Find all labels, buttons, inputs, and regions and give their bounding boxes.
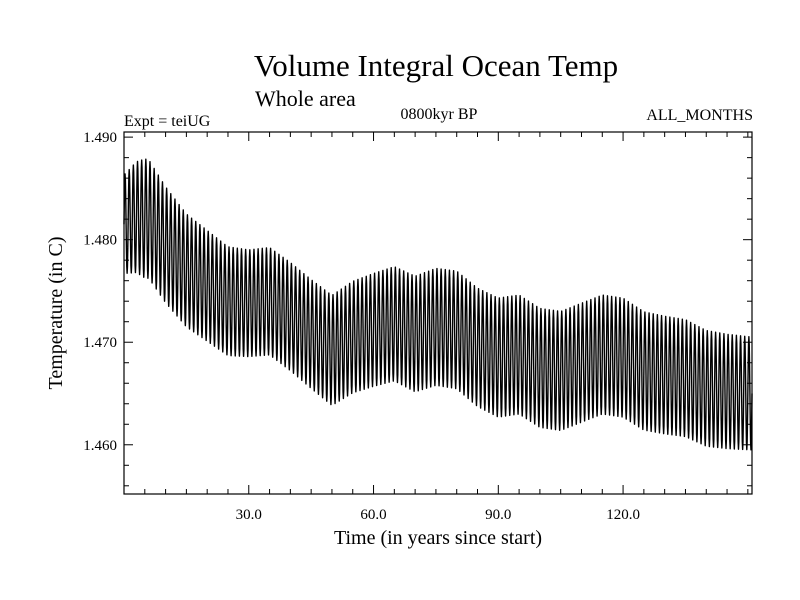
x-axis: 30.0 60.0 90.0 120.0 <box>144 132 749 523</box>
months-label: ALL_MONTHS <box>646 107 753 124</box>
y-tick-label: 1.470 <box>83 335 117 351</box>
plot-frame <box>123 131 753 495</box>
chart-subtitle: Whole area <box>255 86 356 111</box>
plot-area <box>123 131 753 495</box>
y-tick-label: 1.460 <box>83 438 117 454</box>
data-series-line <box>123 158 753 451</box>
x-axis-label: Time (in years since start) <box>334 527 542 549</box>
y-axis-label: Temperature (in C) <box>45 237 67 390</box>
x-tick-label: 90.0 <box>485 507 511 523</box>
experiment-label: Expt = teiUG <box>124 113 211 130</box>
x-tick-label: 120.0 <box>606 507 640 523</box>
y-tick-label: 1.480 <box>83 233 117 249</box>
period-label: 0800kyr BP <box>401 106 478 123</box>
y-axis: 1.460 1.470 1.480 1.490 <box>83 130 752 487</box>
y-tick-label: 1.490 <box>83 130 117 146</box>
x-tick-label: 60.0 <box>360 507 386 523</box>
chart-title: Volume Integral Ocean Temp <box>254 48 618 83</box>
x-tick-label: 30.0 <box>236 507 262 523</box>
